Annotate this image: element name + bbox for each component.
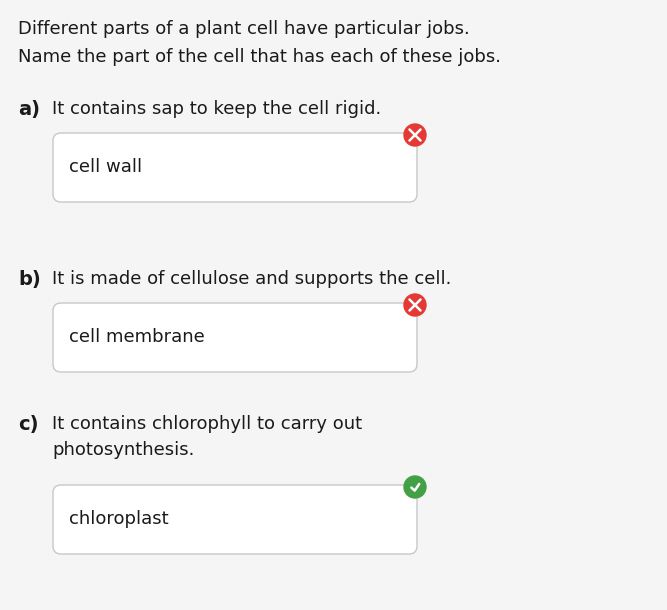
FancyBboxPatch shape bbox=[53, 303, 417, 372]
Circle shape bbox=[404, 124, 426, 146]
FancyBboxPatch shape bbox=[53, 485, 417, 554]
Text: c): c) bbox=[18, 415, 39, 434]
FancyBboxPatch shape bbox=[53, 133, 417, 202]
Text: chloroplast: chloroplast bbox=[69, 511, 169, 528]
Text: a): a) bbox=[18, 100, 40, 119]
Text: cell wall: cell wall bbox=[69, 159, 142, 176]
Circle shape bbox=[404, 294, 426, 316]
Text: It contains chlorophyll to carry out: It contains chlorophyll to carry out bbox=[52, 415, 362, 433]
Circle shape bbox=[404, 476, 426, 498]
Text: Different parts of a plant cell have particular jobs.: Different parts of a plant cell have par… bbox=[18, 20, 470, 38]
Text: It contains sap to keep the cell rigid.: It contains sap to keep the cell rigid. bbox=[52, 100, 382, 118]
Text: cell membrane: cell membrane bbox=[69, 329, 205, 346]
Text: Name the part of the cell that has each of these jobs.: Name the part of the cell that has each … bbox=[18, 48, 501, 66]
Text: It is made of cellulose and supports the cell.: It is made of cellulose and supports the… bbox=[52, 270, 452, 288]
Text: b): b) bbox=[18, 270, 41, 289]
Text: photosynthesis.: photosynthesis. bbox=[52, 441, 194, 459]
